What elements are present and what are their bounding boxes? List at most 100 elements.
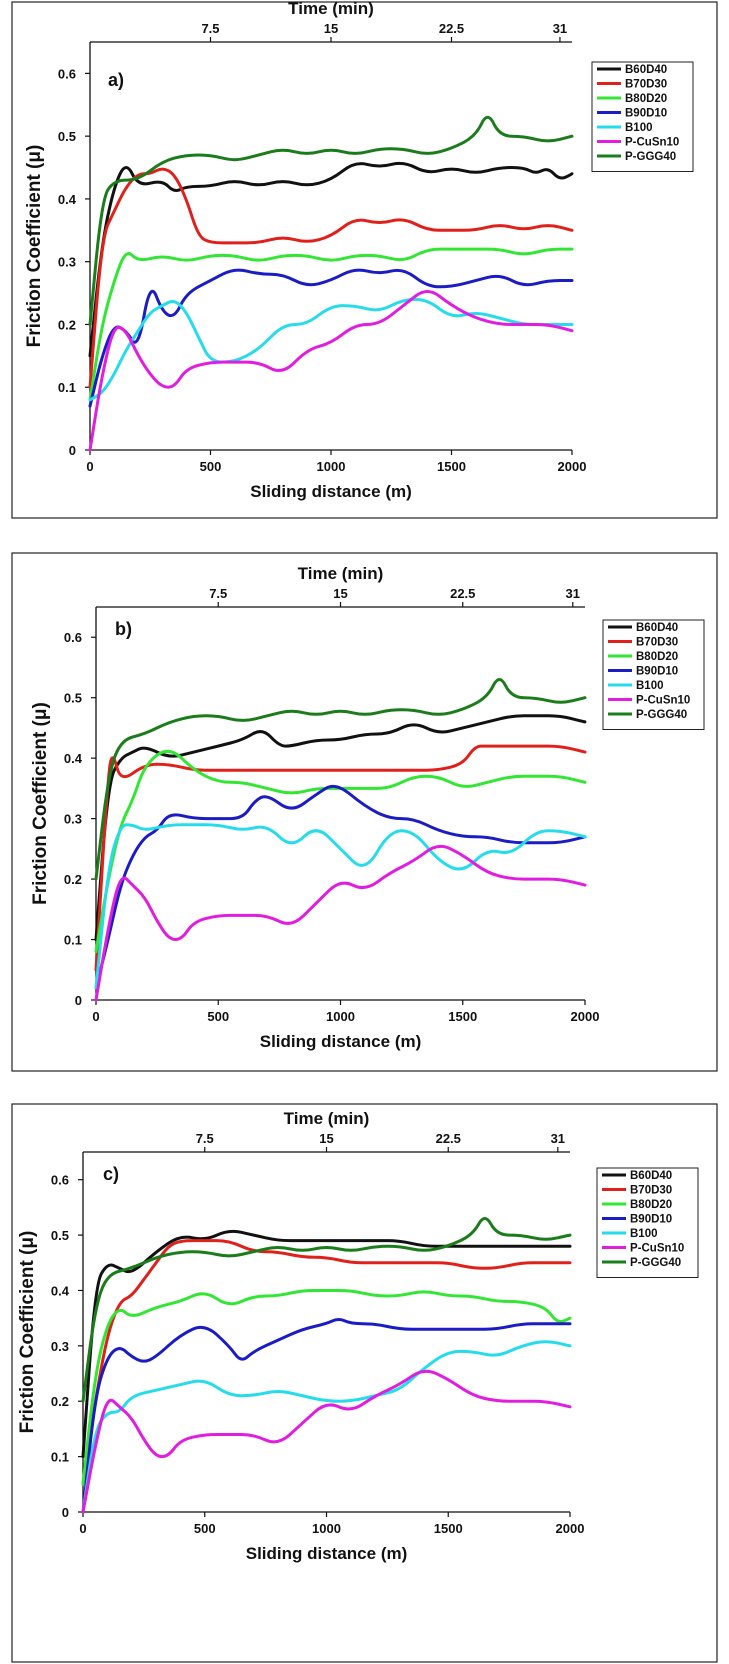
x2-tick-label: 15	[333, 586, 347, 601]
y-tick-label: 0	[75, 993, 82, 1008]
y-tick-label: 0.6	[64, 630, 82, 645]
panel-label: b)	[115, 619, 132, 639]
series-line-p-cusn10	[94, 844, 587, 1002]
x-tick-label: 1000	[312, 1521, 341, 1536]
x-axis-title: Sliding distance (m)	[250, 482, 412, 501]
chart-panel-2: 0 500 1000 1500 2000 0 0.1 0.2 0.3 0.4 0.5 0.6 7.5 15…	[11, 552, 718, 1072]
legend-label: P-GGG40	[630, 1257, 681, 1269]
legend-box	[602, 619, 705, 730]
x-tick-label: 2000	[558, 459, 587, 474]
y-tick-label: 0.6	[58, 66, 76, 81]
top-axis-title: Time (min)	[298, 564, 384, 583]
x2-tick-label: 7.5	[209, 586, 227, 601]
series-line-b100	[88, 297, 574, 402]
x2-tick-label: 31	[551, 1131, 565, 1146]
legend-label: B60D40	[636, 622, 678, 634]
series-line-p-ggg40	[94, 678, 587, 881]
series-line-b70d30	[81, 1239, 572, 1486]
y-tick-label: 0.5	[64, 691, 82, 706]
x-axis-title: Sliding distance (m)	[260, 1032, 422, 1051]
x-tick-label: 0	[92, 1009, 99, 1024]
legend-label: B80D20	[636, 651, 678, 663]
x2-tick-label: 22.5	[436, 1131, 461, 1146]
series-line-p-ggg40	[88, 115, 574, 326]
x2-tick-label: 31	[553, 21, 567, 36]
legend-label: B100	[636, 680, 664, 692]
x2-tick-label: 15	[324, 21, 338, 36]
y-tick-label: 0.1	[64, 933, 82, 948]
panel-frame	[11, 552, 718, 1072]
legend-label: P-CuSn10	[625, 137, 679, 149]
y-tick-label: 0.4	[64, 751, 83, 766]
legend-label: P-CuSn10	[630, 1243, 684, 1255]
x2-tick-label: 31	[566, 586, 580, 601]
series-line-p-cusn10	[81, 1369, 572, 1514]
legend-label: P-CuSn10	[636, 695, 690, 707]
x-tick-label: 2000	[571, 1009, 600, 1024]
panel-label: a)	[108, 70, 124, 90]
legend: B60D40 B70D30 B80D20 B90D10 B100 P-CuSn10 P-GG…	[596, 1167, 699, 1278]
x-tick-label: 500	[207, 1009, 229, 1024]
series-line-b60d40	[88, 161, 574, 358]
series-line-p-cusn10	[88, 290, 574, 452]
x-tick-label: 500	[194, 1521, 216, 1536]
top-axis-title: Time (min)	[284, 1109, 370, 1128]
x2-tick-label: 7.5	[201, 21, 219, 36]
y-tick-label: 0.4	[51, 1283, 70, 1298]
legend-label: B90D10	[636, 666, 678, 678]
legend-label: B70D30	[625, 79, 667, 91]
legend-label: B100	[625, 122, 653, 134]
series-line-b80d20	[88, 247, 574, 402]
y-tick-label: 0.1	[58, 380, 76, 395]
legend-label: B60D40	[625, 64, 667, 76]
x-tick-label: 0	[79, 1521, 86, 1536]
series-line-b70d30	[94, 744, 587, 972]
x-tick-label: 0	[86, 459, 93, 474]
x2-tick-label: 22.5	[439, 21, 464, 36]
series-line-b60d40	[94, 714, 587, 941]
x2-tick-label: 7.5	[196, 1131, 214, 1146]
y-tick-label: 0.2	[51, 1394, 69, 1409]
top-axis-title: Time (min)	[288, 0, 374, 18]
series-line-b100	[81, 1340, 572, 1514]
y-axis-title: Friction Coefficient (μ)	[30, 702, 51, 905]
x-tick-label: 1000	[317, 459, 346, 474]
y-axis-title: Friction Coefficient (μ)	[17, 1231, 38, 1434]
legend-label: P-GGG40	[636, 709, 687, 721]
y-tick-label: 0.4	[58, 192, 77, 207]
y-tick-label: 0.3	[51, 1339, 69, 1354]
y-axis-title: Friction Coefficient (μ)	[24, 145, 45, 348]
legend-label: B80D20	[625, 93, 667, 105]
legend: B60D40 B70D30 B80D20 B90D10 B100 P-CuSn10 P-GG…	[602, 619, 705, 730]
series-line-b100	[94, 823, 587, 990]
y-tick-label: 0.2	[58, 317, 76, 332]
x-tick-label: 2000	[556, 1521, 585, 1536]
y-tick-label: 0.3	[64, 812, 82, 827]
legend-label: B90D10	[625, 108, 667, 120]
x-axis-title: Sliding distance (m)	[246, 1544, 408, 1563]
series-line-b60d40	[81, 1229, 572, 1459]
legend-label: B100	[630, 1228, 658, 1240]
series-line-b90d10	[81, 1318, 572, 1514]
series-line-b90d10	[94, 784, 587, 990]
y-tick-label: 0	[62, 1505, 69, 1520]
y-tick-label: 0.2	[64, 872, 82, 887]
series-line-b80d20	[94, 749, 587, 954]
x-tick-label: 1500	[448, 1009, 477, 1024]
legend-box	[596, 1167, 699, 1278]
legend-label: B80D20	[630, 1199, 672, 1211]
y-tick-label: 0.6	[51, 1173, 69, 1188]
legend-label: P-GGG40	[625, 151, 676, 163]
chart-panel-1: 0 500 1000 1500 2000 0 0.1 0.2 0.3 0.4 0.5 0.6 7.5 15…	[11, 0, 718, 519]
legend-label: B70D30	[636, 637, 678, 649]
y-tick-label: 0.5	[51, 1228, 69, 1243]
legend-label: B70D30	[630, 1185, 672, 1197]
series-line-p-ggg40	[81, 1216, 572, 1403]
series-line-b80d20	[81, 1289, 572, 1486]
x-tick-label: 1500	[437, 459, 466, 474]
x2-tick-label: 22.5	[450, 586, 475, 601]
y-tick-label: 0.5	[58, 129, 76, 144]
x2-tick-label: 15	[319, 1131, 333, 1146]
legend-label: B60D40	[630, 1170, 672, 1182]
